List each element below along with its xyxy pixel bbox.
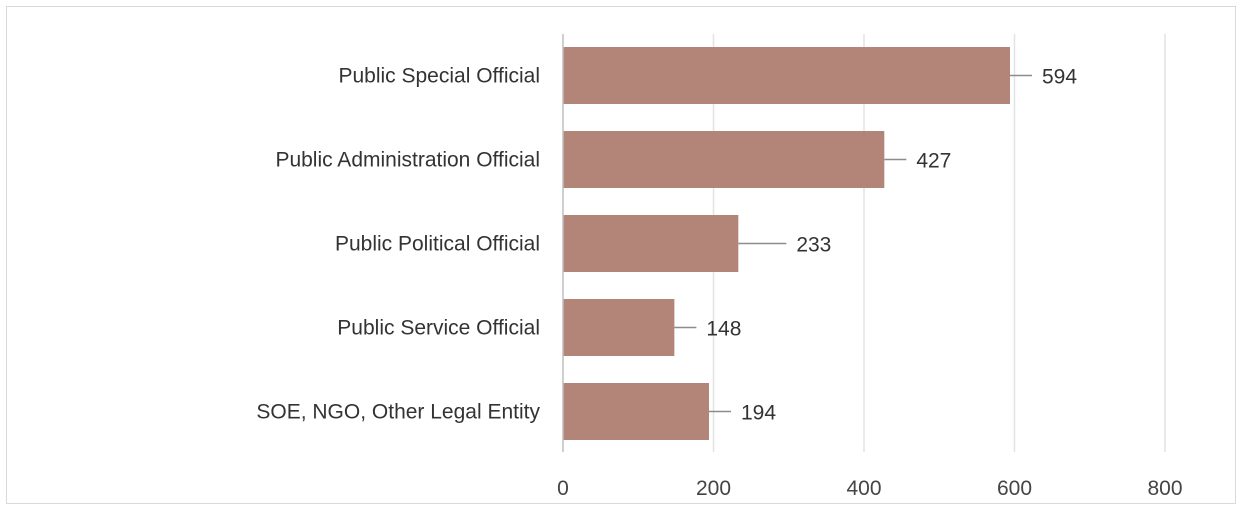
x-tick-label-600: 600 [997,477,1032,500]
value-label-0: 594 [1042,66,1077,89]
category-label-4: SOE, NGO, Other Legal Entity [256,401,540,424]
value-label-1: 427 [916,150,951,173]
category-label-2: Public Political Official [335,233,540,256]
category-label-3: Public Service Official [337,317,540,340]
bar-0 [563,47,1010,104]
bar-3 [563,299,675,356]
bar-1 [563,131,885,188]
x-tick-label-200: 200 [696,477,731,500]
labels: 0 200 400 600 800 Public Special Official 594 P… [256,65,1182,501]
x-tick-label-0: 0 [557,477,569,500]
bar-2 [563,215,739,272]
bar-4 [563,383,709,440]
value-label-3: 148 [706,318,741,341]
value-label-2: 233 [796,234,831,257]
x-tick-label-800: 800 [1147,477,1182,500]
value-label-4: 194 [741,402,776,425]
bars [563,47,1010,440]
x-tick-label-400: 400 [846,477,881,500]
category-label-0: Public Special Official [338,65,540,88]
category-label-1: Public Administration Official [275,149,540,172]
